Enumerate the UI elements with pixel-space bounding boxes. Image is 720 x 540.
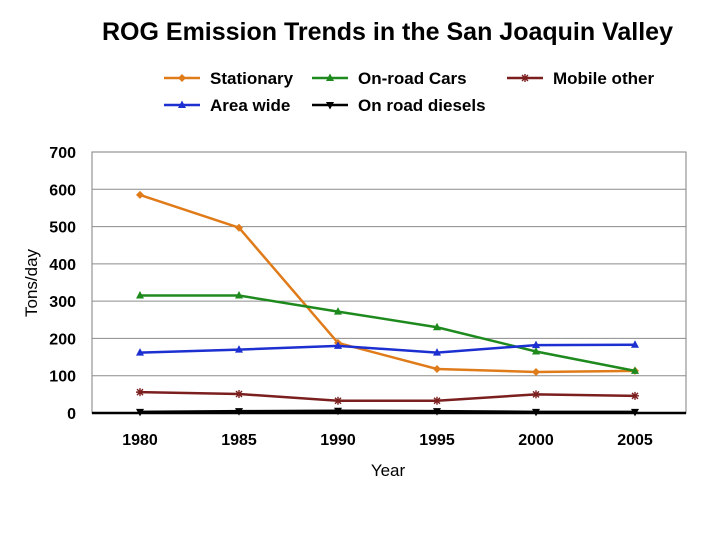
series-line-on-road-cars <box>140 294 636 373</box>
data-point-on-road-diesels <box>334 407 342 416</box>
data-point-on-road-cars <box>433 322 441 331</box>
data-point-area-wide <box>433 348 441 356</box>
data-point-on-road-diesels <box>532 408 540 417</box>
data-point-on-road-cars <box>532 346 540 355</box>
y-axis-label: Tons/day <box>22 248 41 317</box>
plot-area <box>91 151 687 414</box>
legend-marker-on-road-diesels <box>326 102 334 110</box>
x-tick-label: 1980 <box>122 432 158 449</box>
series-group <box>136 190 639 417</box>
legend-marker-mobile-other <box>521 74 529 82</box>
data-point-mobile-other <box>532 390 540 399</box>
legend-label-on-road-diesels: On road diesels <box>358 96 486 115</box>
data-point-mobile-other <box>235 389 243 398</box>
x-tick-labels: 1980 1985 1990 1995 2000 2005 <box>122 432 653 449</box>
y-tick-label: 100 <box>49 369 76 386</box>
y-tick-label: 300 <box>49 294 76 311</box>
series-line-mobile-other <box>139 390 636 402</box>
data-point-on-road-cars <box>136 291 144 299</box>
y-tick-label: 400 <box>49 257 76 274</box>
data-point-on-road-diesels <box>235 408 243 416</box>
data-point-on-road-diesels <box>433 408 441 416</box>
data-point-area-wide <box>235 345 243 353</box>
data-point-stationary <box>235 223 243 232</box>
legend-label-area-wide: Area wide <box>210 96 290 115</box>
y-tick-label: 0 <box>67 406 76 423</box>
data-point-on-road-diesels <box>631 408 639 417</box>
legend-item-on-road-diesels: On road diesels <box>312 96 486 115</box>
data-point-mobile-other <box>136 388 144 397</box>
series-line-stationary <box>139 193 636 374</box>
data-point-stationary <box>136 190 144 199</box>
data-point-on-road-diesels <box>136 408 144 417</box>
y-tick-labels: 0 100 200 300 400 500 600 700 <box>49 145 76 423</box>
legend: Stationary On-road Cars Mobile other Area w… <box>164 69 654 115</box>
y-tick-label: 600 <box>49 182 76 199</box>
series-on-road-cars <box>136 291 639 374</box>
x-axis-label: Year <box>371 461 406 480</box>
grid <box>91 151 687 415</box>
legend-item-mobile-other: Mobile other <box>507 69 654 88</box>
data-point-on-road-cars <box>235 291 243 299</box>
legend-marker-stationary <box>178 74 186 82</box>
data-point-stationary <box>433 365 441 374</box>
legend-label-stationary: Stationary <box>210 69 294 88</box>
x-tick-label: 1985 <box>221 432 257 449</box>
legend-item-area-wide: Area wide <box>164 96 290 115</box>
data-point-mobile-other <box>433 396 441 405</box>
x-tick-label: 2000 <box>518 432 554 449</box>
data-point-area-wide <box>631 340 639 348</box>
series-on-road-diesels <box>136 407 639 417</box>
legend-marker-area-wide <box>178 100 186 108</box>
x-tick-label: 1995 <box>419 432 455 449</box>
data-point-stationary <box>532 367 540 376</box>
data-point-on-road-cars <box>334 307 342 315</box>
data-point-mobile-other <box>334 396 342 405</box>
y-tick-label: 500 <box>49 220 76 237</box>
x-tick-label: 1990 <box>320 432 356 449</box>
legend-label-mobile-other: Mobile other <box>553 69 654 88</box>
y-tick-label: 700 <box>49 145 76 162</box>
legend-label-on-road-cars: On-road Cars <box>358 69 467 88</box>
data-point-area-wide <box>136 348 144 356</box>
data-point-on-road-cars <box>631 366 639 374</box>
legend-item-on-road-cars: On-road Cars <box>312 69 467 88</box>
legend-marker-on-road-cars <box>326 73 334 81</box>
x-tick-label: 2005 <box>617 432 653 449</box>
chart-title: ROG Emission Trends in the San Joaquin V… <box>102 18 673 46</box>
series-line-area-wide <box>139 343 636 354</box>
data-point-area-wide <box>334 341 342 349</box>
series-area-wide <box>136 340 639 356</box>
legend-item-stationary: Stationary <box>164 69 294 88</box>
data-point-mobile-other <box>631 391 639 400</box>
series-line-on-road-diesels <box>139 409 635 414</box>
data-point-area-wide <box>532 340 540 349</box>
y-tick-label: 200 <box>49 331 76 348</box>
series-mobile-other <box>136 388 639 405</box>
